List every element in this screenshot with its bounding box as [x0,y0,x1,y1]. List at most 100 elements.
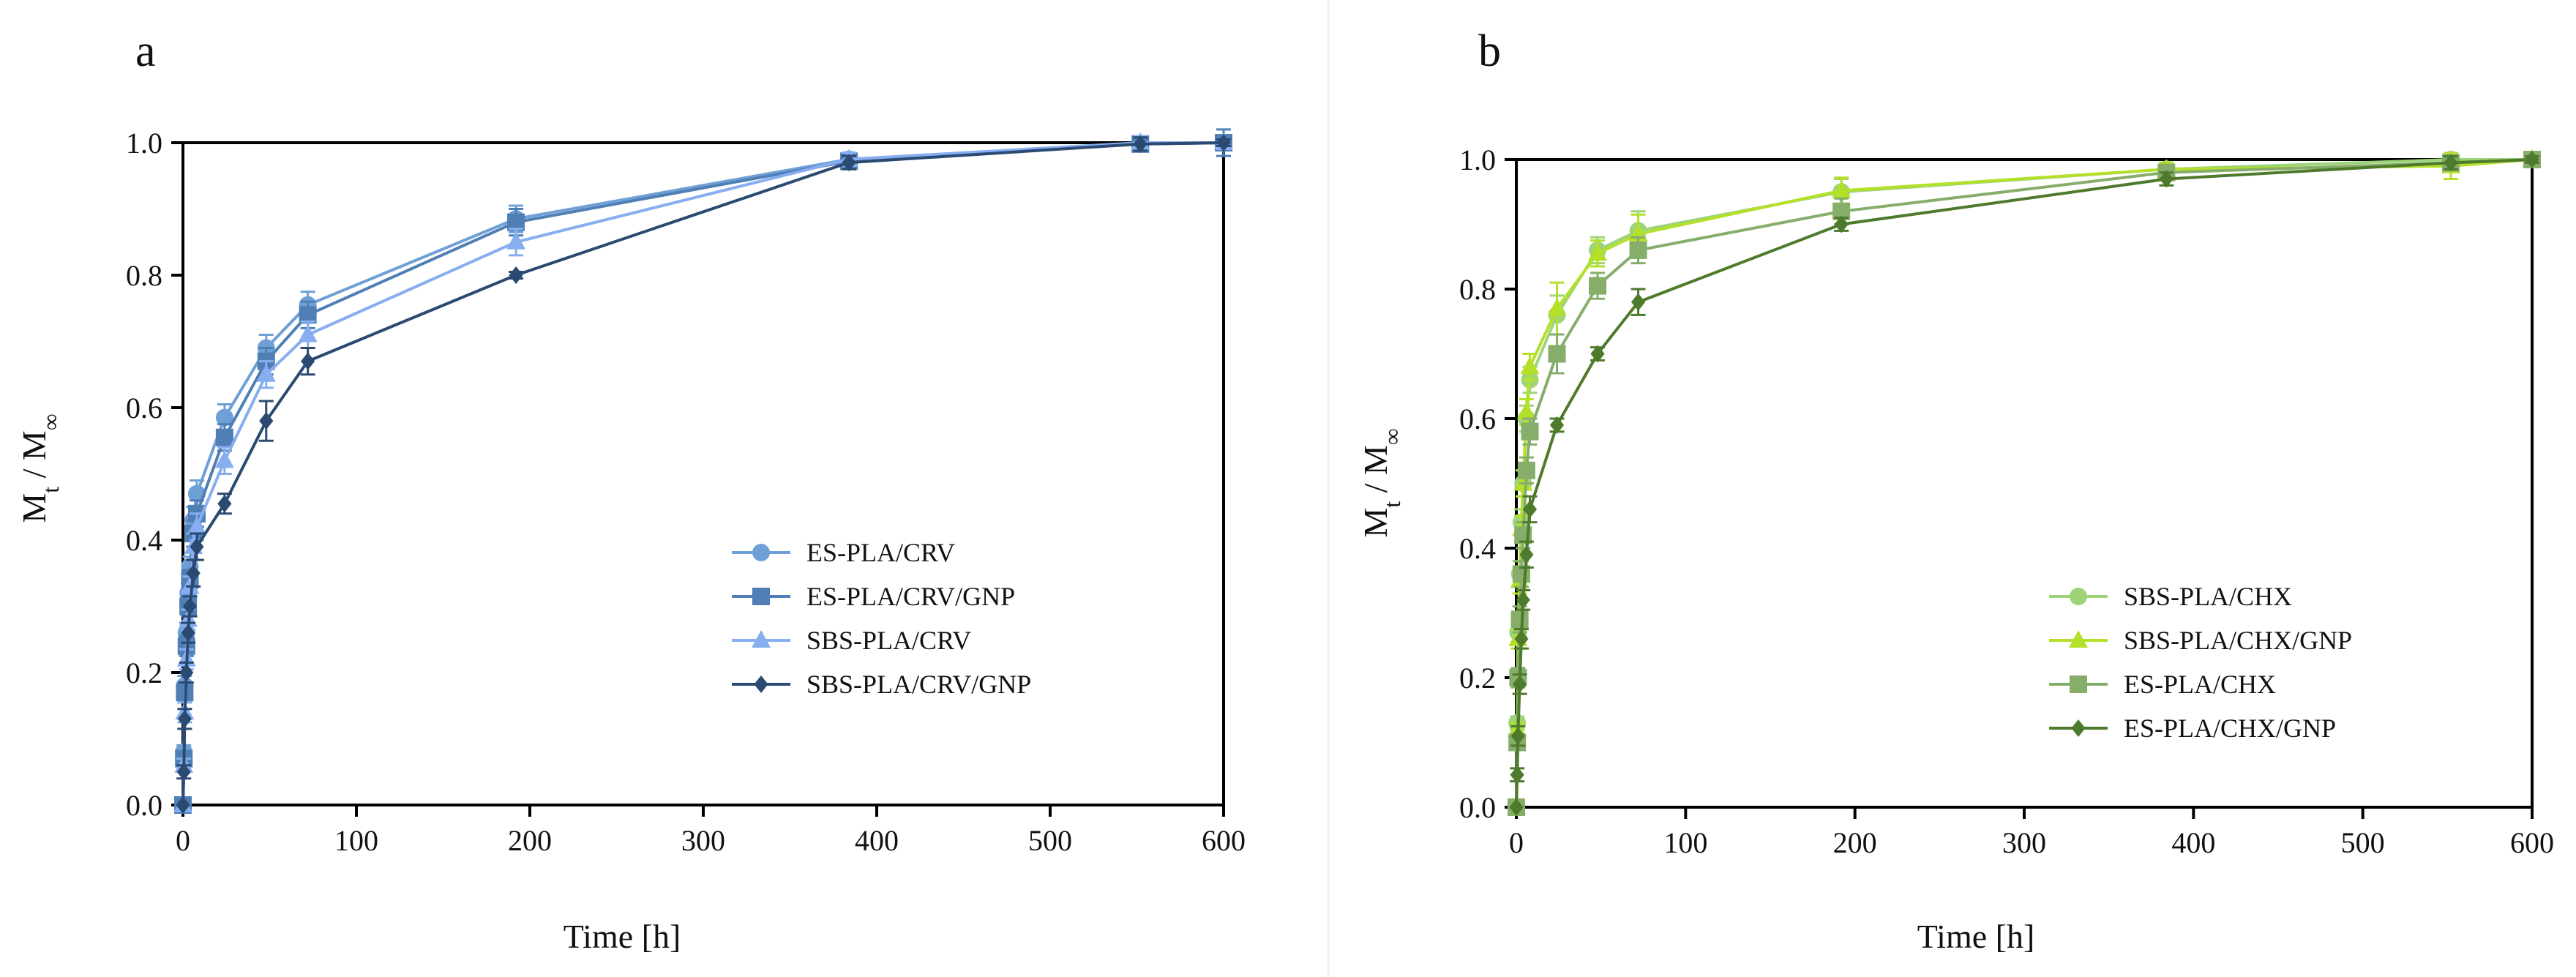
panel-b-data-point [1547,298,1567,316]
panel-a-data-point [214,450,234,468]
panel-a-y-axis-title-infinity: ∞ [37,413,64,430]
panel-a-data-point [177,710,192,728]
panel-a-legend-marker [752,544,770,561]
panel-b-x-tick-label: 200 [1833,826,1877,859]
panel-a-x-tick-label: 200 [508,824,552,857]
panel-b-data-point [1510,610,1529,629]
panel-a-x-tick-label: 0 [176,824,190,857]
panel-b-data-point [1513,675,1527,693]
panel-a-y-axis-title: Mt / M∞ [15,413,64,523]
panel-b-legend-marker [2070,675,2087,693]
panel-b-y-tick-label: 0.0 [1459,791,1496,824]
panel-b-data-point [1519,545,1534,564]
panel-b-legend-label: SBS-PLA/CHX [2124,582,2292,611]
panel-b-data-point [1548,345,1566,363]
panel-b-series-4 [1509,151,2539,816]
panel-a-legend-item: SBS-PLA/CRV/GNP [732,670,1031,699]
panel-a-x-tick-label: 300 [681,824,725,857]
panel-a-data-point [506,231,526,250]
panel-a-y-axis-title-sep: / M [15,430,53,487]
panel-b-y-tick-label: 0.8 [1459,273,1496,306]
panel-b-y-axis-title-subscript: t [1379,501,1405,508]
panel-b-legend-item: ES-PLA/CHX/GNP [2049,714,2336,743]
panel-a-legend-marker [752,630,771,648]
panel-b-legend-marker [2070,588,2087,605]
panel-b-legend-marker [2071,719,2086,737]
panel-a-data-point [181,624,195,642]
panel-a-data-point [256,364,276,382]
panel-b-x-tick-label: 0 [1509,826,1524,859]
panel-b-data-point [1510,727,1525,745]
panel-a-legend-label: ES-PLA/CRV/GNP [806,582,1015,611]
panel-b-data-point [1832,180,1852,198]
panel-b-y-axis-title: Mt / M∞ [1357,428,1405,537]
panel-b-x-tick-label: 500 [2341,826,2385,859]
panel-b-legend-label: ES-PLA/CHX/GNP [2124,714,2336,743]
panel-a-legend-label: SBS-PLA/CRV/GNP [806,670,1031,699]
panel-b-y-axis-title-m: M [1357,508,1394,538]
panel-a-legend-item: SBS-PLA/CRV [732,626,971,655]
panel-b-data-point [1514,629,1529,648]
panel-b-y-tick-label: 1.0 [1459,143,1496,176]
panel-a-data-point [215,408,233,427]
panel-b-data-point [1549,416,1565,434]
panel-b-legend-label: ES-PLA/CHX [2124,670,2276,699]
panel-b-legend-item: ES-PLA/CHX [2049,670,2276,699]
panel-a-data-point [179,664,194,681]
panel-a-data-point [180,576,200,594]
panel-a-legend-item: ES-PLA/CRV/GNP [732,582,1015,611]
panel-b-data-point [1516,402,1536,420]
panel-a-data-point [186,564,201,583]
panel-b-chart: b Time [h] Mt / M∞ 0 100 200 300 400 500 600 0.… [1357,26,2554,955]
panel-b-data-point [1520,356,1540,375]
panel-b-data-point [1630,293,1646,311]
panel-b-legend-label: SBS-PLA/CHX/GNP [2124,626,2352,655]
panel-b-data-point [1629,241,1647,259]
panel-a-data-point [182,597,198,615]
panel-b-legend: SBS-PLA/CHX SBS-PLA/CHX/GNP ES-PLA/CHX ES-P… [2049,582,2352,743]
panel-a-data-point [259,412,274,430]
panel-b-y-tick-label: 0.6 [1459,403,1496,435]
panel-a-y-tick-label: 1.0 [126,127,162,160]
panel-b-data-point [1521,422,1539,441]
panel-a-legend-label: ES-PLA/CRV [806,538,955,567]
panel-b-data-point [1834,215,1849,233]
panel-a-x-axis-title: Time [h] [564,918,681,955]
panel-b-data-point [2444,154,2458,172]
panel-b-x-tick-label: 600 [2510,826,2554,859]
panel-a-y-tick-label: 0.2 [126,656,162,689]
panel-a-x-tick-label: 500 [1028,824,1072,857]
panel-a-data-point [509,266,523,284]
panel-a-series-4 [176,134,1231,814]
panel-b-data-point [1510,765,1524,784]
panel-b-data-point [2159,170,2174,188]
panel-a-data-point [1216,134,1231,151]
panel-a-y-tick-label: 0.0 [126,789,162,822]
panel-b-data-point [1509,798,1524,816]
panel-a-data-point [215,428,233,446]
panel-a-legend: ES-PLA/CRV ES-PLA/CRV/GNP SBS-PLA/CRV SBS-P… [732,538,1031,699]
panel-a-letter: a [135,26,156,76]
panel-b-letter: b [1478,26,1501,76]
panel-b-data-point [1588,243,1608,261]
panel-a-y-tick-label: 0.6 [126,392,162,424]
panel-a-chart: a Time [h] Mt / M∞ 0 100 200 300 400 500 600 0.… [15,26,1246,955]
panel-b-x-tick-label: 400 [2171,826,2215,859]
panel-b-y-axis-title-infinity: ∞ [1379,428,1405,445]
panel-b-y-axis-title-sep: / M [1357,445,1394,501]
panel-a-data-point [187,516,206,534]
panel-b-data-point [1516,591,1530,609]
panel-b-data-point [1522,500,1538,518]
panel-b-data-point [1590,345,1605,363]
panel-b-x-axis-title: Time [h] [1917,918,2035,955]
panel-b-x-tick-label: 300 [2002,826,2046,859]
panel-a-legend-marker [752,588,770,605]
panel-a-data-point [190,538,204,556]
panel-a-data-point [176,796,190,814]
panel-a-y-axis-title-m: M [15,493,53,523]
panel-a-data-point [301,352,315,370]
panel-a-y-axis-title-subscript: t [37,487,64,493]
panel-a-x-tick-label: 400 [855,824,899,857]
